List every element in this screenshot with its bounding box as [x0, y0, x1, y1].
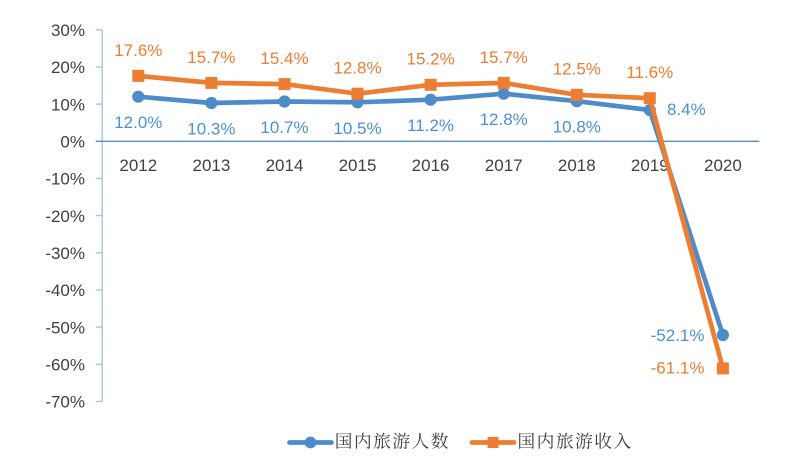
svg-text:0%: 0%	[60, 133, 85, 152]
svg-text:15.2%: 15.2%	[406, 50, 454, 69]
svg-text:17.6%: 17.6%	[114, 41, 162, 60]
svg-text:30%: 30%	[51, 21, 85, 40]
svg-text:2015: 2015	[339, 156, 377, 175]
svg-text:10%: 10%	[51, 95, 85, 114]
svg-text:12.8%: 12.8%	[480, 110, 528, 129]
svg-text:12.5%: 12.5%	[553, 60, 601, 79]
svg-text:2016: 2016	[412, 156, 450, 175]
svg-text:-61.1%: -61.1%	[651, 358, 705, 377]
svg-text:2012: 2012	[119, 156, 157, 175]
svg-text:-30%: -30%	[45, 244, 85, 263]
svg-text:2018: 2018	[558, 156, 596, 175]
svg-text:11.2%: 11.2%	[407, 116, 454, 135]
svg-text:2013: 2013	[192, 156, 230, 175]
svg-text:2017: 2017	[485, 156, 523, 175]
svg-text:10.5%: 10.5%	[333, 119, 381, 138]
svg-text:8.4%: 8.4%	[667, 100, 706, 119]
svg-text:15.7%: 15.7%	[187, 48, 235, 67]
svg-text:10.7%: 10.7%	[260, 118, 308, 137]
svg-text:20%: 20%	[51, 58, 85, 77]
svg-text:11.6%: 11.6%	[626, 63, 673, 82]
svg-text:15.4%: 15.4%	[260, 49, 308, 68]
svg-text:-50%: -50%	[45, 318, 85, 337]
svg-text:10.3%: 10.3%	[187, 120, 235, 139]
svg-text:-60%: -60%	[45, 356, 85, 375]
svg-text:10.8%: 10.8%	[553, 118, 601, 137]
svg-text:2020: 2020	[704, 156, 742, 175]
svg-text:12.0%: 12.0%	[114, 113, 162, 132]
svg-text:-70%: -70%	[45, 393, 85, 412]
svg-text:-20%: -20%	[45, 207, 85, 226]
svg-text:2019: 2019	[631, 156, 669, 175]
svg-text:-40%: -40%	[45, 281, 85, 300]
svg-text:-10%: -10%	[45, 170, 85, 189]
svg-text:-52.1%: -52.1%	[651, 326, 705, 345]
svg-text:12.8%: 12.8%	[333, 59, 381, 78]
svg-text:15.7%: 15.7%	[480, 48, 528, 67]
svg-text:2014: 2014	[266, 156, 304, 175]
